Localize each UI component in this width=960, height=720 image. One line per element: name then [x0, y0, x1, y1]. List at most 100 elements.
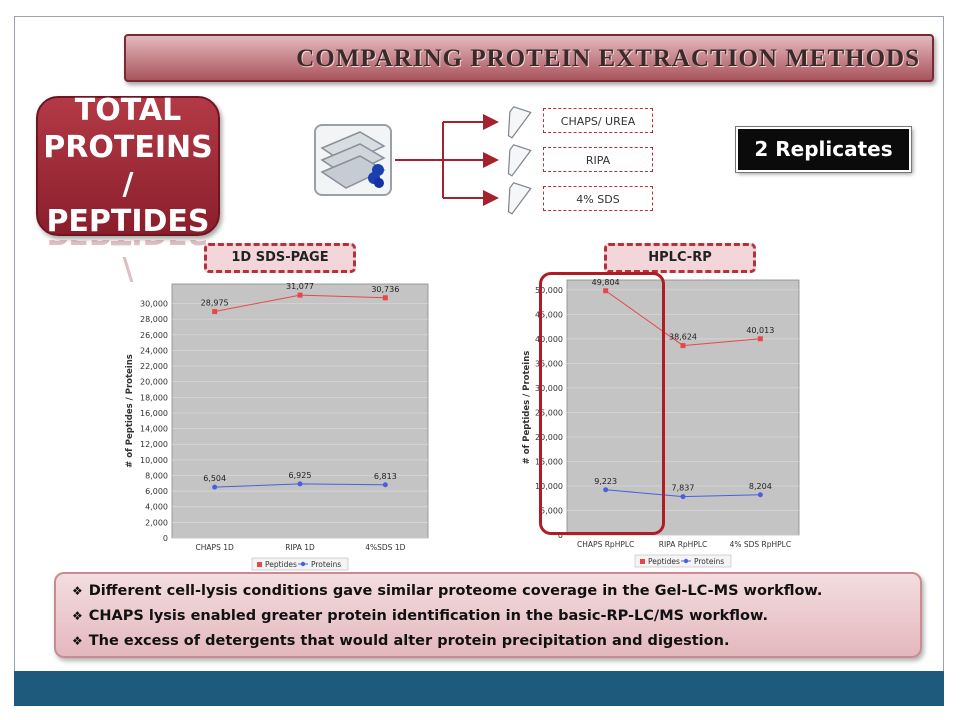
- y-tick-label: 24,000: [140, 346, 168, 355]
- legend-label-peptides: Peptides: [265, 560, 297, 569]
- data-point-proteins: [603, 487, 609, 493]
- y-tick-label: 16,000: [140, 409, 168, 418]
- data-label: 31,077: [286, 282, 314, 291]
- y-tick-label: 35,000: [535, 359, 563, 368]
- panel-label-1d-sds-page: 1D SDS-PAGE: [204, 243, 356, 273]
- big-label-line-2: PROTEINS: [43, 130, 213, 165]
- chart-hplc-rp: 0 5,000 10,000 15,000 20,000 25,000 30,000 35,0…: [522, 278, 800, 568]
- note-text-1: Different cell-lysis conditions gave sim…: [88, 583, 823, 599]
- cell-plate-icon: [314, 124, 392, 196]
- data-point-proteins: [757, 492, 763, 498]
- note-text-2: CHAPS lysis enabled greater protein iden…: [88, 608, 768, 624]
- x-tick-label: 4% SDS RpHPLC: [730, 540, 792, 549]
- x-tick-label: RIPA RpHPLC: [659, 540, 708, 549]
- big-label-line-1: TOTAL: [74, 93, 182, 128]
- y-tick-label: 50,000: [535, 286, 563, 295]
- data-point-peptides: [680, 343, 686, 349]
- data-label: 28,975: [201, 299, 229, 308]
- y-tick-label: 8,000: [145, 471, 168, 480]
- data-point-peptides: [757, 336, 763, 342]
- note-line-1: ❖ Different cell-lysis conditions gave si…: [72, 579, 920, 604]
- legend-label-peptides: Peptides: [648, 557, 680, 566]
- y-tick-label: 40,000: [535, 335, 563, 344]
- tube-icon: [507, 144, 532, 177]
- y-tick-label: 10,000: [535, 482, 563, 491]
- tube-icon: [507, 182, 532, 215]
- y-tick-label: 4,000: [145, 503, 168, 512]
- data-label: 6,813: [374, 472, 397, 481]
- legend-marker-proteins: [683, 558, 689, 564]
- note-line-3: ❖ The excess of detergents that would alt…: [72, 629, 920, 654]
- title-banner: COMPARING PROTEIN EXTRACTION METHODS: [124, 34, 934, 82]
- y-tick-label: 5,000: [540, 506, 563, 515]
- replicates-badge: 2 Replicates: [735, 126, 912, 173]
- y-tick-label: 15,000: [535, 457, 563, 466]
- y-tick-label: 25,000: [535, 408, 563, 417]
- y-tick-label: 14,000: [140, 425, 168, 434]
- data-label: 40,013: [746, 326, 774, 335]
- y-tick-label: 28,000: [140, 315, 168, 324]
- y-tick-label: 18,000: [140, 393, 168, 402]
- data-label: 38,624: [669, 333, 697, 342]
- chart-1d-sds-page: 0 2,000 4,000 6,000 8,000 10,000 12,000 14,000 1…: [125, 282, 429, 571]
- data-label: 9,223: [594, 477, 617, 486]
- data-point-proteins: [382, 482, 388, 488]
- y-tick-label: 12,000: [140, 440, 168, 449]
- y-tick-label: 2,000: [145, 518, 168, 527]
- notes-box: ❖ Different cell-lysis conditions gave si…: [54, 572, 922, 658]
- legend-marker-proteins: [300, 561, 306, 567]
- data-point-proteins: [297, 481, 303, 487]
- x-tick-label: 4%SDS 1D: [365, 543, 405, 552]
- data-label: 8,204: [749, 482, 772, 491]
- y-tick-label: 20,000: [140, 378, 168, 387]
- legend-label-proteins: Proteins: [311, 560, 341, 569]
- data-point-proteins: [212, 484, 218, 490]
- y-tick-label: 45,000: [535, 310, 563, 319]
- data-point-peptides: [212, 309, 218, 315]
- data-label: 6,925: [289, 471, 312, 480]
- legend-label-proteins: Proteins: [694, 557, 724, 566]
- x-tick-label: RIPA 1D: [285, 543, 315, 552]
- legend-marker-peptides: [257, 562, 262, 567]
- method-4-sds: 4% SDS: [543, 186, 653, 211]
- slide-title: COMPARING PROTEIN EXTRACTION METHODS: [296, 45, 920, 72]
- bullet-icon: ❖: [72, 609, 83, 623]
- data-point-peptides: [603, 288, 609, 294]
- branch-arrows: [395, 114, 499, 206]
- tube-icon: [507, 106, 532, 139]
- data-label: 6,504: [203, 474, 226, 483]
- total-proteins-label: TOTAL PROTEINS / PEPTIDES: [38, 92, 218, 240]
- data-label: 30,736: [371, 285, 399, 294]
- y-tick-label: 10,000: [140, 456, 168, 465]
- y-tick-label: 30,000: [535, 384, 563, 393]
- y-tick-label: 0: [558, 531, 563, 540]
- bullet-icon: ❖: [72, 584, 83, 598]
- data-point-proteins: [680, 494, 686, 500]
- data-point-peptides: [297, 292, 303, 298]
- y-tick-label: 0: [163, 534, 168, 543]
- data-label: 49,804: [592, 278, 620, 287]
- y-tick-label: 30,000: [140, 300, 168, 309]
- note-text-3: The excess of detergents that would alte…: [88, 633, 730, 649]
- data-point-peptides: [382, 295, 388, 301]
- y-tick-label: 20,000: [535, 433, 563, 442]
- y-tick-label: 26,000: [140, 331, 168, 340]
- y-axis-label: # of Peptides / Proteins: [522, 351, 532, 465]
- panel-label-hplc-rp: HPLC-RP: [604, 243, 756, 273]
- footer-bar: [14, 671, 944, 706]
- bullet-icon: ❖: [72, 634, 83, 648]
- y-axis-label: # of Peptides / Proteins: [125, 354, 135, 468]
- plot-area: [171, 283, 429, 539]
- legend-marker-peptides: [640, 559, 645, 564]
- x-tick-label: CHAPS RpHPLC: [577, 540, 634, 549]
- note-line-2: ❖ CHAPS lysis enabled greater protein ide…: [72, 604, 920, 629]
- y-tick-label: 22,000: [140, 362, 168, 371]
- method-ripa: RIPA: [543, 147, 653, 172]
- x-tick-label: CHAPS 1D: [196, 543, 234, 552]
- chaps-highlight: [539, 272, 665, 535]
- total-proteins-box: TOTAL PROTEINS / PEPTIDES: [36, 93, 220, 239]
- data-label: 7,837: [672, 484, 695, 493]
- method-chaps-urea: CHAPS/ UREA: [543, 108, 653, 133]
- big-label-line-3: / PEPTIDES: [46, 167, 210, 239]
- y-tick-label: 6,000: [145, 487, 168, 496]
